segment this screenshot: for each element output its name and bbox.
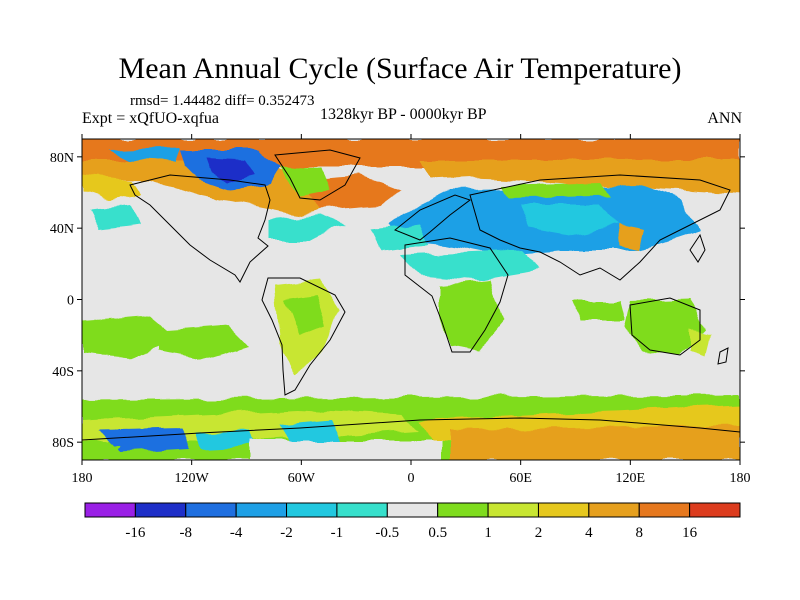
africa-warm bbox=[440, 280, 505, 350]
east-asia-warm bbox=[620, 225, 645, 250]
colorbar-swatch bbox=[537, 502, 590, 518]
colorbar-label: 16 bbox=[682, 525, 698, 541]
colorbar-label: -4 bbox=[230, 525, 243, 541]
bering-warm bbox=[82, 175, 140, 200]
colorbar-swatch bbox=[689, 502, 741, 518]
north-america-coast bbox=[129, 174, 271, 283]
colorbar-swatch bbox=[134, 502, 187, 518]
lon-label: 120W bbox=[175, 471, 210, 486]
colorbar-label: -0.5 bbox=[375, 525, 399, 541]
latitude-axis: 80N 40N 0 40S 80S bbox=[50, 151, 745, 451]
ross-sea-cold bbox=[100, 428, 190, 452]
west-antarctica-cool bbox=[195, 430, 255, 448]
experiment-label: Expt = xQfUO-xqfua bbox=[82, 110, 219, 127]
sahara-cool bbox=[400, 250, 540, 280]
greenland-mild bbox=[280, 165, 330, 195]
colorbar-swatch bbox=[487, 502, 539, 518]
lat-label: 0 bbox=[67, 294, 74, 309]
rmsd-diff-stats: rmsd= 1.44482 diff= 0.352473 bbox=[130, 93, 315, 109]
south-pacific-warm-west bbox=[82, 315, 180, 360]
africa-coast bbox=[404, 237, 509, 353]
antarctica-east-warm bbox=[450, 425, 740, 460]
lon-label: 180 bbox=[72, 471, 93, 486]
colorbar-swatch bbox=[588, 502, 640, 518]
north-pacific-cool bbox=[90, 205, 140, 230]
colorbar-label: -8 bbox=[180, 525, 193, 541]
map-field bbox=[82, 139, 740, 460]
coastlines bbox=[82, 149, 740, 441]
colorbar-swatch bbox=[286, 502, 338, 518]
colorbar-swatch bbox=[386, 502, 439, 518]
siberia-mild bbox=[500, 182, 610, 198]
north-america-east-cool bbox=[270, 215, 345, 240]
colorbar-label: 8 bbox=[635, 525, 643, 541]
colorbar-swatch bbox=[84, 502, 136, 518]
colorbar-swatch bbox=[437, 502, 489, 518]
map-title: Mean Annual Cycle (Surface Air Temperatu… bbox=[118, 52, 682, 85]
canada-very-cold bbox=[205, 158, 255, 182]
colorbar-label: -2 bbox=[280, 525, 293, 541]
colorbar-swatch bbox=[235, 502, 288, 518]
colorbar-label: 0.5 bbox=[428, 525, 447, 541]
japan-coast bbox=[689, 233, 706, 263]
antarctica-coast bbox=[82, 417, 740, 441]
lat-label: 80N bbox=[50, 151, 74, 166]
lon-label: 180 bbox=[730, 471, 751, 486]
colorbar-label: -16 bbox=[125, 525, 145, 541]
longitude-axis: 180 120W 60W 0 60E 120E 180 bbox=[72, 134, 751, 486]
greenland-coast bbox=[274, 149, 361, 201]
lat-label: 80S bbox=[52, 436, 74, 451]
colorbar-label: 1 bbox=[484, 525, 492, 541]
colorbar-label: 2 bbox=[535, 525, 543, 541]
south-america-coast bbox=[261, 277, 346, 396]
antarctica-west-mild bbox=[82, 445, 120, 460]
colorbar-label: -1 bbox=[331, 525, 344, 541]
lon-label: 60E bbox=[509, 471, 532, 486]
season-label: ANN bbox=[707, 110, 742, 127]
colorbar-swatch bbox=[336, 502, 388, 518]
new-zealand-coast bbox=[717, 347, 729, 365]
lat-label: 40N bbox=[50, 222, 74, 237]
arctic-ocean-cool bbox=[110, 148, 180, 162]
asia-coast bbox=[469, 174, 731, 281]
colorbar: -16 -8 -4 -2 -1 -0.5 0.5 1 2 4 8 16 bbox=[84, 502, 741, 541]
colorbar-swatch bbox=[638, 502, 691, 518]
lon-label: 0 bbox=[408, 471, 415, 486]
europe-coast bbox=[394, 194, 472, 241]
lon-label: 60W bbox=[288, 471, 316, 486]
period-label: 1328kyr BP - 0000kyr BP bbox=[320, 106, 487, 123]
australia-coast bbox=[629, 297, 701, 356]
australia-east-warm bbox=[690, 330, 710, 355]
colorbar-swatch bbox=[185, 502, 237, 518]
indian-ocean-warm bbox=[570, 300, 625, 320]
amazon-mild bbox=[285, 295, 325, 335]
lat-label: 40S bbox=[52, 365, 74, 380]
australia-warm bbox=[625, 298, 705, 355]
central-asia-cool bbox=[520, 205, 620, 235]
antarctica-neutral bbox=[250, 440, 440, 460]
south-pacific-warm-east bbox=[160, 325, 250, 360]
colorbar-label: 4 bbox=[585, 525, 593, 541]
lon-label: 120E bbox=[616, 471, 646, 486]
